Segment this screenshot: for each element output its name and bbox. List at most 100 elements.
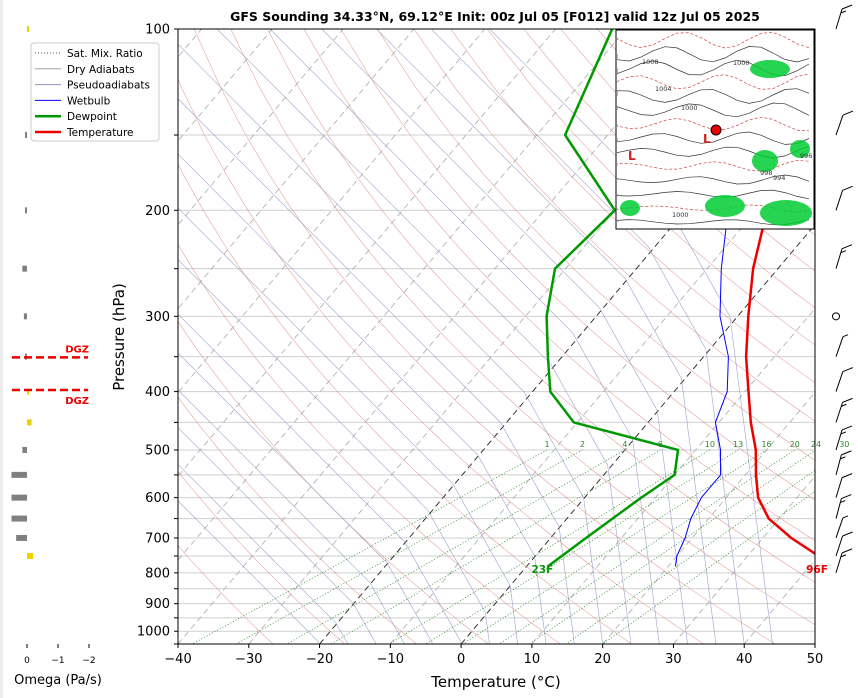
pseudoadiabat-line [178, 464, 349, 644]
wind-barb-flag [841, 450, 852, 456]
isotherm-line [178, 29, 556, 477]
omega-bar [11, 471, 27, 478]
y-tick-label: 100 [145, 23, 170, 38]
dry-adiabat-line [267, 29, 815, 583]
inset-pressure-label: 1000 [672, 211, 689, 219]
wind-barb-flag [841, 4, 853, 10]
plot-axes: −40 −30 −20 −10 0 10 20 30 40 50 100 200 300 400 500 60… [137, 23, 823, 668]
inset-precip-patch [790, 140, 810, 158]
wind-barb-half-flag [840, 250, 847, 254]
dry-adiabat-line [413, 29, 815, 422]
mixing-ratio-label: 2 [580, 440, 585, 449]
dry-adiabat-line [303, 29, 815, 542]
wind-barb-flag [841, 425, 853, 431]
wind-barb-staff [835, 190, 844, 211]
y-tick-label: 1000 [137, 625, 170, 640]
wind-barb-staff [835, 429, 843, 451]
mixing-ratio-line [425, 449, 739, 644]
series-line-temperature [744, 107, 815, 556]
wind-barb-half-flag [840, 554, 847, 558]
y-tick-label: 900 [145, 597, 170, 612]
omega-bar [16, 534, 27, 541]
wind-barb-flag [841, 244, 853, 250]
dry-adiabat-line [178, 163, 632, 644]
x-tick-label: 40 [736, 652, 753, 667]
mixing-ratio-label: 1 [544, 440, 549, 449]
pseudoadiabat-line [489, 29, 773, 644]
pseudoadiabat-line [178, 427, 377, 644]
pseudoadiabat-line [178, 313, 462, 644]
dry-adiabat-line [230, 29, 815, 625]
wind-barb-half-flag [842, 515, 849, 519]
mixing-ratio-label: 13 [733, 440, 743, 449]
y-tick-label: 400 [145, 385, 170, 400]
pseudoadiabat-line [178, 259, 490, 644]
mixing-ratio-label: 30 [839, 440, 849, 449]
mixing-ratio-line [330, 449, 661, 644]
mixing-ratio-label: 20 [790, 440, 800, 449]
thermo-background-lines [178, 29, 815, 644]
isotherm-line [178, 29, 273, 142]
omega-bar [25, 132, 27, 139]
wind-barb-staff [835, 8, 843, 30]
legend-label: Temperature [66, 127, 134, 139]
series-line-dewpoint [545, 29, 680, 568]
legend-label: Wetbulb [67, 95, 111, 107]
inset-contour [617, 32, 810, 49]
wind-barb-half-flag [840, 456, 846, 460]
pseudoadiabat-line [178, 352, 434, 644]
inset-map: 1008 1000 1004 1000 998 996 994 1000 L L [615, 29, 815, 230]
inset-pressure-label: 1000 [733, 59, 750, 67]
dry-adiabat-line [178, 243, 561, 644]
wind-barb-flag [841, 548, 853, 554]
mixing-ratio-label: 10 [705, 440, 715, 449]
isotherm-line [178, 29, 486, 394]
pseudoadiabat-line [178, 207, 518, 644]
dry-adiabat-line [340, 29, 815, 501]
x-tick-label: 0 [457, 652, 465, 667]
wind-barb-staff [835, 498, 842, 519]
omega-panel: DGZ DGZ 0 −1 −2 Omega (Pa/s) [11, 26, 102, 688]
sounding-annotations: 12461013162024303623F96F [531, 440, 849, 576]
legend-box [30, 42, 160, 142]
mixing-ratio-line [235, 449, 583, 644]
omega-bar [25, 207, 27, 214]
dgz-label: DGZ [65, 344, 89, 355]
legend-label: Dry Adiabats [67, 64, 135, 76]
mixing-ratio-line [462, 449, 767, 644]
isotherm-line [178, 29, 415, 310]
inset-low-label: L [703, 132, 711, 146]
y-tick-label: 800 [145, 566, 170, 581]
inset-precip-patch [705, 195, 745, 217]
mixing-ratio-line [388, 449, 711, 644]
wind-barb-staff [835, 535, 844, 557]
dry-adiabat-line [486, 29, 815, 346]
inset-contour [617, 131, 810, 145]
wind-barb-flag [842, 531, 853, 537]
inset-contour [617, 189, 810, 200]
isotherm-line [602, 391, 815, 644]
dry-adiabat-line [178, 396, 417, 644]
wind-barb-flag [842, 110, 854, 116]
wind-barb-calm [832, 312, 840, 321]
mixing-ratio-label: 4 [622, 440, 627, 449]
y-tick-label: 500 [145, 443, 170, 458]
inset-pressure-label: 1000 [681, 104, 698, 112]
inset-precip-patch [620, 200, 640, 216]
omega-bar [27, 26, 29, 32]
wind-barb-staff [835, 402, 844, 423]
y-tick-label: 600 [145, 491, 170, 506]
mixing-ratio-label: 24 [811, 440, 821, 449]
mixing-ratio-label: 16 [761, 440, 771, 449]
dry-adiabat-line [450, 29, 815, 384]
dry-adiabat-line [523, 29, 815, 309]
mixing-ratio-label: 6 [658, 440, 663, 449]
wind-barb-half-flag [840, 500, 846, 504]
pseudoadiabat-line [178, 43, 603, 644]
inset-location-marker [710, 124, 722, 136]
isotherm-line [178, 29, 344, 226]
inset-contour [617, 102, 810, 118]
isotherm-line [673, 475, 815, 644]
omega-bar [27, 552, 34, 559]
